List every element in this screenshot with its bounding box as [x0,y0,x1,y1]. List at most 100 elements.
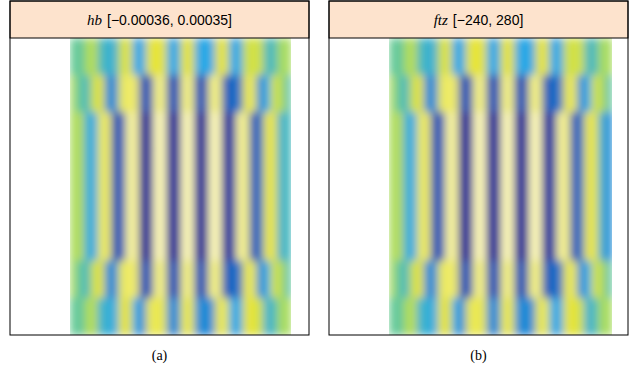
heatmap-cell [256,261,264,299]
heatmap-cell [487,38,495,76]
heatmap-cell [417,298,425,335]
heatmap-cell [105,75,113,113]
heatmap-cell [270,298,278,335]
heatmap-cell [105,187,113,225]
heatmap-cell [139,149,147,187]
heatmap-cell [598,38,606,76]
heatmap-cell [167,261,175,299]
heatmap-cell [111,38,119,76]
heatmap-cell [563,75,571,113]
heatmap-cell [549,38,557,76]
heatmap-cell [77,298,85,335]
heatmap-cell [577,298,585,335]
heatmap-cell [250,261,258,299]
heatmap-cell [424,298,432,335]
heatmap-cell [146,112,154,150]
heatmap-cell [473,298,481,335]
heatmap-cell [396,75,404,113]
heatmap-cell [270,187,278,225]
heatmap-cell [236,112,244,150]
heatmap-cell [431,112,439,150]
heatmap-cell [222,75,230,113]
heatmap-cell [424,75,432,113]
heatmap-cell [473,261,481,299]
heatmap-cell [438,261,446,299]
heatmap-cell [270,224,278,262]
heatmap-cell [250,298,258,335]
heatmap-cell [132,112,140,150]
heatmap-cell [542,75,550,113]
heatmap-cell [111,224,119,262]
heatmap-cell [542,224,550,262]
heatmap-cell [118,261,126,299]
heatmap-cell [514,187,522,225]
heatmap-cell [598,112,606,150]
heatmap-cell [507,261,515,299]
heatmap-cell [605,112,612,150]
heatmap-cell [201,261,209,299]
heatmap-cell [187,224,195,262]
heatmap-cell [577,75,585,113]
heatmap-cell [139,112,147,150]
heatmap-cell [84,75,92,113]
heatmap-cell [556,75,564,113]
heatmap-cell [556,38,564,76]
heatmap-cell [91,187,99,225]
heatmap-cell [605,187,612,225]
heatmap-cell [605,261,612,299]
heatmap-cell [132,224,140,262]
heatmap-cell [549,298,557,335]
heatmap-cell [70,187,78,225]
heatmap-cell [556,149,564,187]
heatmap-cell [480,38,488,76]
heatmap-cell [487,75,495,113]
heatmap-cell [507,38,515,76]
heatmap-cell [243,298,251,335]
heatmap-cell [410,298,418,335]
heatmap-cell [222,298,230,335]
heatmap-cell [403,261,411,299]
heatmap-cell [563,224,571,262]
heatmap-cell [187,112,195,150]
heatmap-cell [480,224,488,262]
heatmap-cell [507,224,515,262]
heatmap-cell [438,149,446,187]
heatmap-cell [263,224,271,262]
heatmap-cell [591,112,599,150]
heatmap-cell [605,224,612,262]
heatmap-cell [396,112,404,150]
heatmap-cell [153,261,161,299]
heatmap-cell [431,149,439,187]
heatmap-cell [139,261,147,299]
heatmap-cell [487,261,495,299]
heatmap-cell [605,38,612,76]
heatmap-cell [570,112,578,150]
heatmap-cell [111,75,119,113]
heatmap-cell [542,112,550,150]
heatmap-cell [256,224,264,262]
heatmap-cell [396,38,404,76]
heatmap-cell [487,298,495,335]
heatmap-cell [598,261,606,299]
heatmap-cell [84,112,92,150]
heatmap-cell [250,38,258,76]
heatmap-cell [243,75,251,113]
heatmap-cell [459,298,467,335]
plot-area [389,38,612,335]
heatmap-cell [459,75,467,113]
heatmap-cell [445,112,453,150]
heatmap-cell [98,38,106,76]
heatmap-cell [424,38,432,76]
heatmap-cell [256,187,264,225]
heatmap-cell [284,149,291,187]
heatmap-cell [236,224,244,262]
heatmap-cell [459,261,467,299]
heatmap-cell [417,38,425,76]
heatmap-cell [91,149,99,187]
heatmap-cell [452,224,460,262]
heatmap-cell [549,75,557,113]
heatmap-cell [187,261,195,299]
heatmap-cell [139,298,147,335]
heatmap-cell [438,75,446,113]
heatmap-cell [584,261,592,299]
